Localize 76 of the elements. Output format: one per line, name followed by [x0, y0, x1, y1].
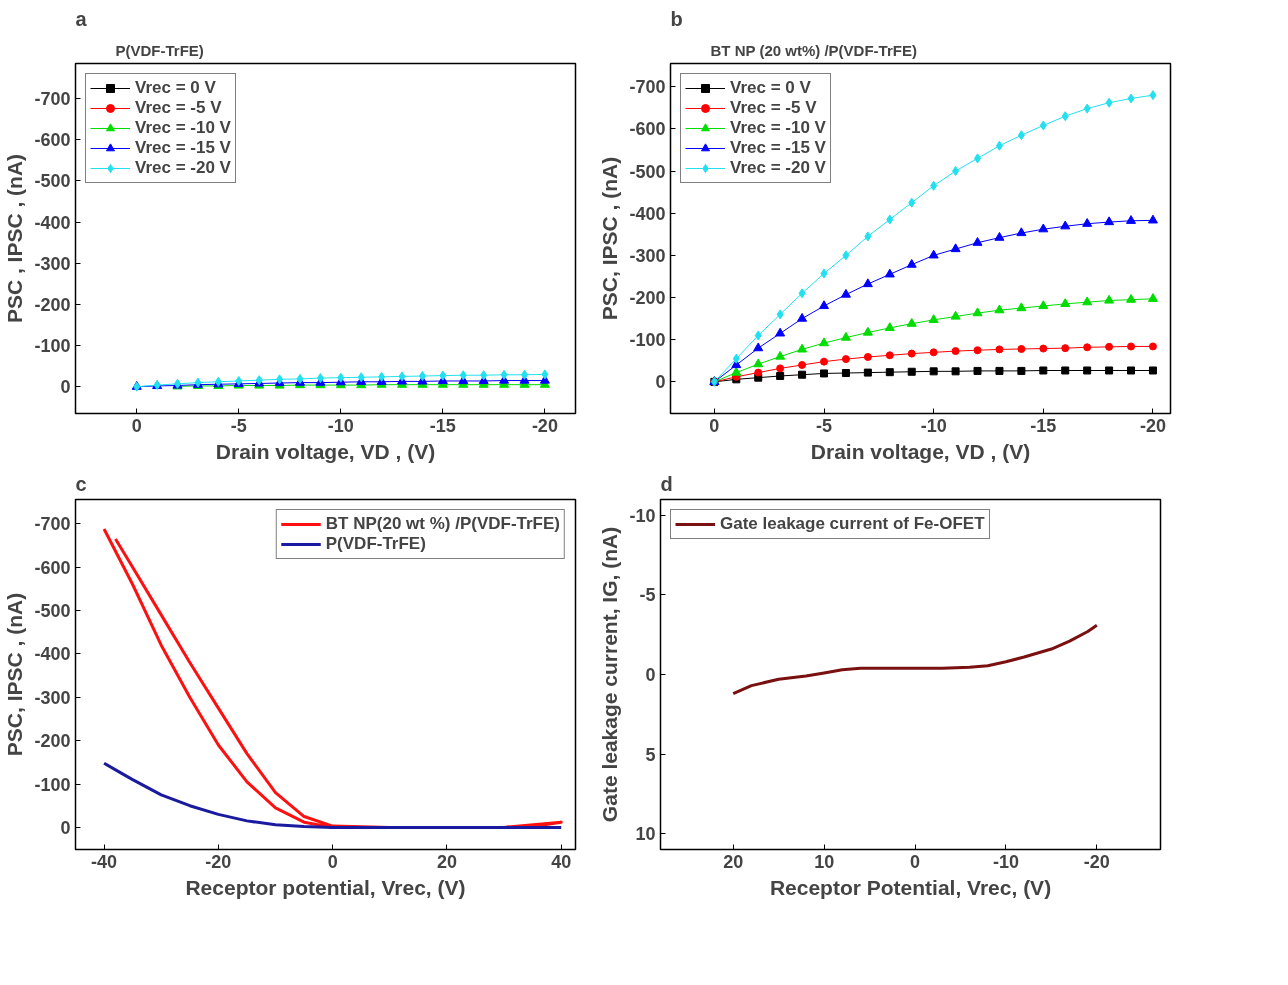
y-axis-title: Gate leakage current, IG, (nA) — [598, 526, 622, 823]
y-tick-label: -5 — [639, 585, 656, 606]
x-tick-label: -15 — [429, 415, 456, 436]
y-tick-label: 5 — [645, 744, 656, 765]
legend-label: Gate leakage current of Fe-OFET — [720, 514, 985, 534]
x-tick-label: -5 — [230, 415, 247, 436]
y-tick-label: -300 — [34, 687, 71, 708]
text: d — [660, 472, 673, 495]
x-axis-title: Receptor Potential, Vrec, (V) — [769, 875, 1052, 899]
x-tick-label: 40 — [551, 851, 572, 872]
x-tick-label: -15 — [1030, 415, 1057, 436]
y-tick-label: -500 — [34, 171, 71, 192]
x-tick-label: -20 — [1083, 851, 1110, 872]
y-tick-label: 0 — [655, 372, 666, 393]
x-tick-label: -20 — [531, 415, 558, 436]
y-tick-label: -400 — [34, 212, 71, 233]
legend-label: Vrec = -15 V — [135, 138, 231, 158]
y-tick-label: 10 — [635, 824, 656, 845]
y-axis-title: PSC , IPSC , (nA) — [3, 153, 27, 324]
legend-label: Vrec = -15 V — [730, 138, 826, 158]
chart-title: P(VDF-TrFE) — [115, 41, 204, 59]
x-tick-label: -20 — [205, 851, 232, 872]
legend-label: Vrec = -10 V — [730, 118, 826, 138]
legend-label: Vrec = -20 V — [730, 158, 826, 178]
x-tick-label: 0 — [327, 851, 338, 872]
y-tick-label: -700 — [34, 89, 71, 109]
x-tick-label: -40 — [91, 851, 118, 872]
y-tick-label: -100 — [34, 336, 71, 357]
y-tick-label: -500 — [629, 161, 666, 182]
y-axis-title: PSC, IPSC , (nA) — [3, 592, 27, 757]
legend-label: Vrec = -5 V — [135, 98, 222, 118]
chart-title: BT NP (20 wt%) /P(VDF-TrFE) — [710, 41, 917, 59]
legend-label: P(VDF-TrFE) — [325, 534, 426, 554]
y-tick-label: -200 — [34, 294, 71, 315]
y-axis-title: PSC, IPSC , (nA) — [598, 156, 622, 321]
legend-label: Vrec = 0 V — [730, 78, 811, 98]
text: b — [670, 7, 683, 30]
x-tick-label: -10 — [327, 415, 354, 436]
x-tick-label: 10 — [814, 851, 835, 872]
y-tick-label: -100 — [34, 774, 71, 795]
x-tick-label: 20 — [436, 851, 457, 872]
legend-label: Vrec = -20 V — [135, 158, 231, 178]
x-tick-label: 0 — [131, 415, 142, 436]
x-tick-label: 20 — [723, 851, 744, 872]
y-tick-label: -400 — [629, 203, 666, 224]
x-tick-label: -5 — [816, 415, 833, 436]
y-tick-label: -10 — [629, 505, 656, 526]
x-tick-label: -10 — [920, 415, 947, 436]
y-tick-label: -200 — [34, 731, 71, 752]
legend-label: BT NP(20 wt %) /P(VDF-TrFE) — [325, 514, 560, 534]
legend-label: Vrec = -5 V — [730, 98, 817, 118]
x-tick-label: -20 — [1139, 415, 1166, 436]
y-tick-label: -300 — [629, 245, 666, 266]
y-tick-label: 0 — [645, 665, 656, 685]
y-tick-label: -300 — [34, 253, 71, 274]
text: a — [75, 7, 88, 30]
y-tick-label: -700 — [34, 514, 71, 535]
text: c — [75, 472, 87, 495]
y-tick-label: 0 — [60, 377, 71, 398]
y-tick-label: -100 — [629, 330, 666, 351]
y-tick-label: -600 — [34, 557, 71, 578]
x-axis-title: Drain voltage, VD , (V) — [215, 439, 436, 463]
y-tick-label: -200 — [629, 288, 666, 309]
x-tick-label: 0 — [910, 851, 921, 872]
y-tick-label: 0 — [60, 817, 71, 838]
x-axis-title: Drain voltage, VD , (V) — [810, 439, 1031, 463]
x-tick-label: 0 — [709, 415, 720, 436]
legend-label: Vrec = -10 V — [135, 118, 231, 138]
y-tick-label: -700 — [629, 77, 666, 98]
y-tick-label: -600 — [629, 119, 666, 140]
x-axis-title: Receptor potential, Vrec, (V) — [185, 875, 466, 899]
y-tick-label: -400 — [34, 644, 71, 665]
y-tick-label: -600 — [34, 130, 71, 151]
y-tick-label: -500 — [34, 601, 71, 622]
x-tick-label: -10 — [992, 851, 1019, 872]
legend-label: Vrec = 0 V — [135, 78, 216, 98]
